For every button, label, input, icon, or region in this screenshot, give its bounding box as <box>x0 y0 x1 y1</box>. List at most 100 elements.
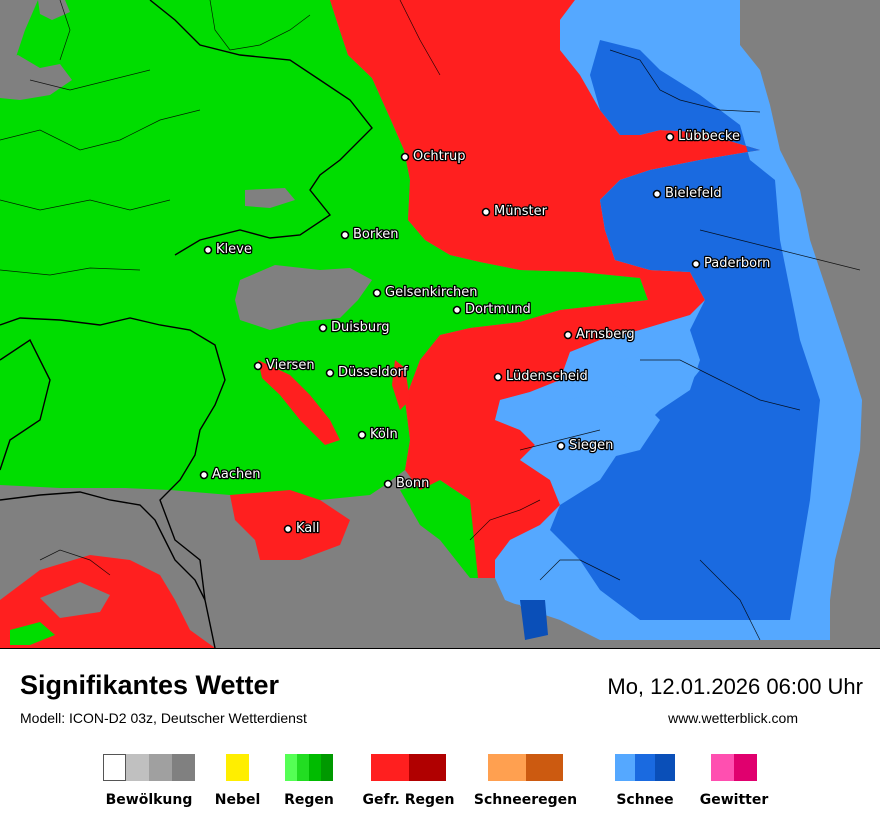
city-duesseldorf: Düsseldorf <box>325 364 409 381</box>
city-marker-dot <box>283 524 293 534</box>
city-muenster: Münster <box>481 203 549 220</box>
model-info: Modell: ICON-D2 03z, Deutscher Wetterdie… <box>20 710 307 726</box>
freezing-rain-area <box>330 0 760 578</box>
legend-swatch <box>226 754 249 781</box>
cloud-patch-southwest <box>40 582 110 618</box>
legend-thunderstorm: Gewitter <box>700 754 768 808</box>
city-label: Münster <box>494 204 548 219</box>
city-marker-dot <box>691 259 701 269</box>
region-border-2 <box>29 69 151 91</box>
legend-swatch <box>321 754 333 781</box>
city-label: Duisburg <box>331 320 390 335</box>
legend-swatch <box>488 754 507 781</box>
legend-swatch <box>149 754 172 781</box>
legend-freezing-rain: Gefr. Regen <box>363 754 454 808</box>
region-border-12 <box>519 429 601 451</box>
city-marker-dot <box>383 479 393 489</box>
region-border-8 <box>609 49 761 113</box>
legend-swatch <box>635 754 655 781</box>
region-border-10 <box>640 359 801 411</box>
legend-swatch <box>655 754 675 781</box>
city-label: Bonn <box>396 476 429 491</box>
city-kleve: Kleve <box>203 241 253 258</box>
city-luedenscheid: Lüdenscheid <box>493 368 589 385</box>
legend-swatch <box>615 754 635 781</box>
region-border-6 <box>59 0 71 61</box>
legend-freezing-rain-label: Gefr. Regen <box>362 792 455 808</box>
city-marker-dot <box>203 245 213 255</box>
city-label: Köln <box>370 427 398 442</box>
region-border-3 <box>209 0 311 51</box>
country-border-west <box>0 317 226 648</box>
region-borders <box>0 0 861 641</box>
city-marker-dot <box>357 430 367 440</box>
cloud-patch-northwest <box>0 55 72 100</box>
city-label: Siegen <box>569 438 613 453</box>
country-border-netherlands <box>0 338 51 471</box>
freezing-rain-streak-duesseldorf <box>392 360 410 410</box>
map-title: Signifikantes Wetter <box>20 670 280 700</box>
snow-patch-light-south <box>555 395 660 460</box>
website-link[interactable]: www.wetterblick.com <box>668 710 798 726</box>
legend-swatch <box>734 754 757 781</box>
city-aachen: Aachen <box>199 466 262 483</box>
city-marker-dot <box>318 323 328 333</box>
legend-swatch <box>126 754 149 781</box>
legend-fog-swatches <box>226 754 249 781</box>
city-kall: Kall <box>283 520 321 537</box>
city-luebbecke: Lübbecke <box>665 128 741 145</box>
legend-swatch <box>506 754 526 781</box>
legend-swatch <box>711 754 734 781</box>
legend-cloud: Bewölkung <box>103 754 195 808</box>
city-marker-dot <box>372 288 382 298</box>
city-label: Lüdenscheid <box>506 369 588 384</box>
legend-swatch <box>172 754 195 781</box>
region-border-14 <box>699 559 761 641</box>
city-label: Borken <box>353 227 399 242</box>
legend-cloud-label: Bewölkung <box>105 792 193 808</box>
city-label: Paderborn <box>704 256 770 271</box>
legend-rain: Regen <box>284 754 334 808</box>
city-siegen: Siegen <box>556 437 615 454</box>
city-marker-dot <box>481 207 491 217</box>
freezing-rain-streak-west <box>258 360 340 445</box>
city-marker-dot <box>253 361 263 371</box>
region-border-13 <box>539 559 621 581</box>
city-viersen: Viersen <box>253 357 316 374</box>
legend-fog-label: Nebel <box>214 792 261 808</box>
city-label: Dortmund <box>465 302 531 317</box>
weather-map-canvas: Lübbecke Ochtrup Bielefeld Münster Borken Kle… <box>0 0 880 648</box>
rain-area <box>0 0 648 500</box>
city-label: Arnsberg <box>576 327 635 342</box>
city-label: Kleve <box>216 242 252 257</box>
city-gelsenkirchen: Gelsenkirchen <box>372 284 479 301</box>
city-marker-dot <box>652 189 662 199</box>
legend-sleet-label: Schneeregen <box>473 792 578 808</box>
legend-fog: Nebel <box>215 754 260 808</box>
legend-snow-swatches <box>615 754 675 781</box>
city-koeln: Köln <box>357 426 399 443</box>
city-ochtrup: Ochtrup <box>400 148 467 165</box>
legend-snow-label: Schnee <box>616 792 674 808</box>
cloud-patch-ochtrup <box>245 188 295 208</box>
legend-swatch <box>309 754 321 781</box>
forecast-datetime: Mo, 12.01.2026 06:00 Uhr <box>607 674 863 699</box>
legend-rain-label: Regen <box>284 792 334 808</box>
legend-swatch <box>544 754 563 781</box>
cloud-patch-ruhr <box>235 265 372 330</box>
city-label: Kall <box>296 521 320 536</box>
city-borken: Borken <box>340 226 400 243</box>
city-marker-dot <box>400 152 410 162</box>
region-border-9 <box>699 229 861 271</box>
legend-thunderstorm-swatches <box>708 754 760 781</box>
weather-map: Lübbecke Ochtrup Bielefeld Münster Borken Kle… <box>0 0 880 649</box>
city-markers: Lübbecke Ochtrup Bielefeld Münster Borken Kle… <box>199 128 772 537</box>
city-label: Bielefeld <box>665 186 722 201</box>
city-label: Gelsenkirchen <box>385 285 478 300</box>
city-duisburg: Duisburg <box>318 319 391 336</box>
legend-sleet-swatches <box>488 754 563 781</box>
cloud-area-east <box>740 0 880 648</box>
snow-area-medium <box>550 40 820 620</box>
city-marker-dot <box>325 368 335 378</box>
city-label: Ochtrup <box>413 149 466 164</box>
